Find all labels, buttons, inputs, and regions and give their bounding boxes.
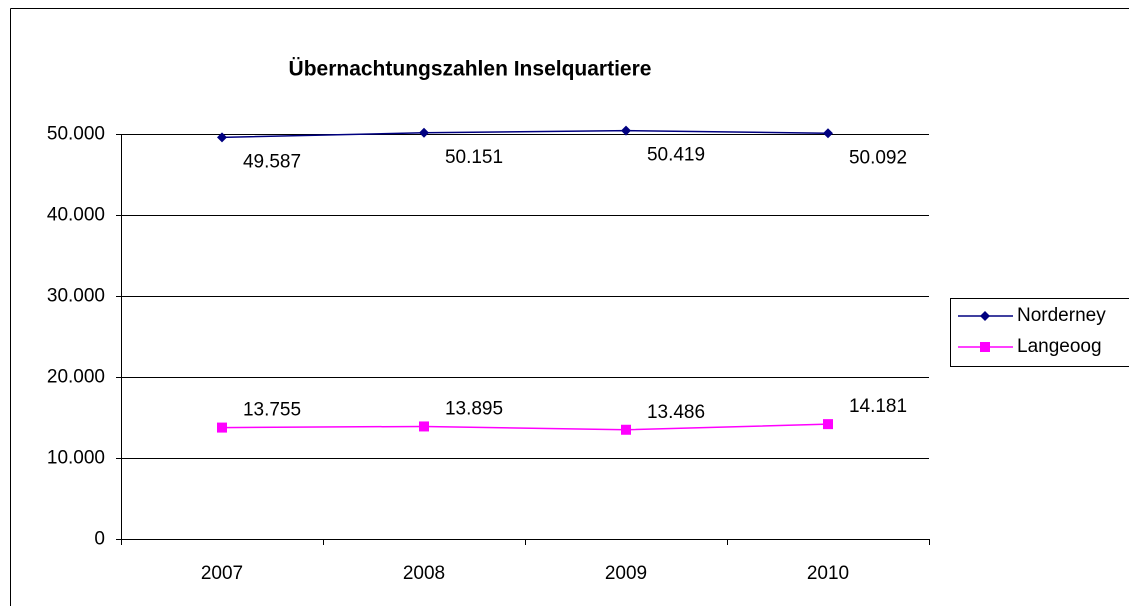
- data-label: 50.151: [445, 147, 503, 168]
- legend-marker: [980, 311, 990, 321]
- data-point: [419, 127, 429, 138]
- data-point: [621, 125, 631, 136]
- x-tick-label: 2009: [605, 563, 647, 584]
- series-line: [221, 129, 829, 139]
- data-label: 50.419: [647, 145, 705, 166]
- data-label: 49.587: [243, 151, 301, 172]
- data-label: 50.092: [849, 147, 907, 168]
- series-line: [221, 423, 829, 431]
- data-point: [217, 132, 227, 143]
- data-point: [823, 128, 833, 139]
- y-tick-label: 0: [94, 529, 105, 550]
- chart-title: Übernachtungszahlen Inselquartiere: [289, 58, 652, 81]
- y-tick-label: 40.000: [47, 205, 105, 226]
- x-tick-label: 2007: [201, 563, 243, 584]
- legend-label: Norderney: [1017, 305, 1106, 326]
- y-tick-label: 50.000: [47, 124, 105, 145]
- legend-label: Langeoog: [1017, 336, 1102, 357]
- data-point: [217, 422, 227, 433]
- y-tick-label: 10.000: [47, 448, 105, 469]
- data-label: 13.755: [243, 400, 301, 421]
- x-tick-label: 2008: [403, 563, 445, 584]
- data-point: [823, 419, 833, 430]
- data-label: 13.486: [647, 402, 705, 423]
- data-label: 13.895: [445, 398, 503, 419]
- data-point: [621, 424, 631, 435]
- legend-marker: [980, 342, 990, 352]
- y-tick-label: 20.000: [47, 367, 105, 388]
- data-point: [419, 421, 429, 432]
- legend: [950, 298, 1129, 367]
- x-tick-label: 2010: [807, 563, 849, 584]
- y-tick-label: 30.000: [47, 286, 105, 307]
- data-label: 14.181: [849, 396, 907, 417]
